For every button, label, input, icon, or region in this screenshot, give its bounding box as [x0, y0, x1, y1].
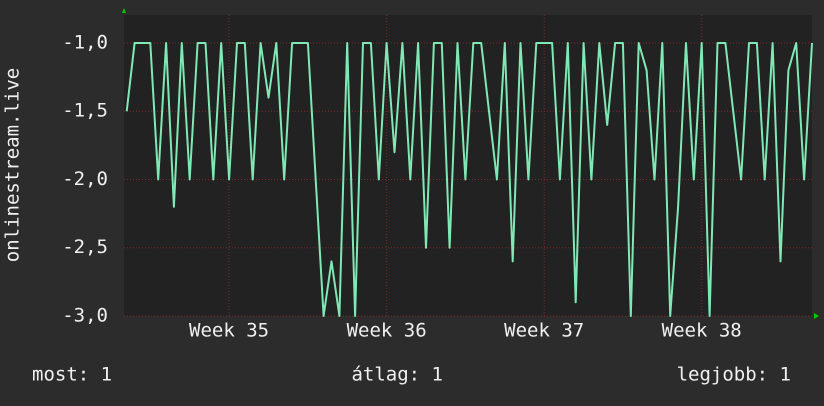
y-tick-label: -1,0 — [62, 31, 108, 53]
y-tick-label: -2,0 — [62, 168, 108, 190]
axis-arrow — [814, 313, 819, 319]
footer-text: átlag: 1 — [351, 364, 443, 386]
plot-area — [124, 15, 812, 316]
x-tick-label: Week 38 — [662, 320, 742, 342]
y-axis-label: onlinestream.live — [2, 68, 24, 262]
footer-text: most: 1 — [32, 364, 112, 386]
footer-text: legjobb: 1 — [677, 364, 791, 386]
data-line — [125, 42, 813, 317]
x-tick-label: Week 36 — [347, 320, 427, 342]
y-tick-label: -3,0 — [62, 305, 108, 327]
y-tick-label: -2,5 — [62, 236, 108, 258]
y-tick-label: -1,5 — [62, 100, 108, 122]
axis-arrow — [122, 8, 126, 13]
x-tick-label: Week 35 — [189, 320, 269, 342]
x-tick-label: Week 37 — [504, 320, 584, 342]
